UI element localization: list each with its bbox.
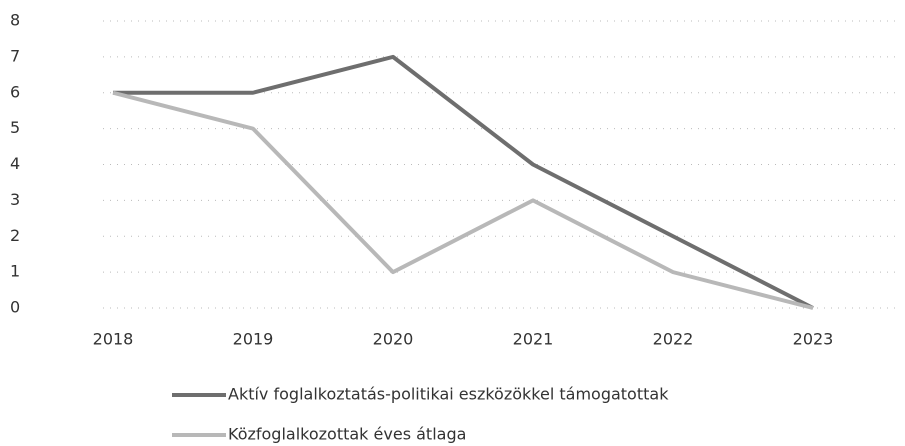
legend-label: Aktív foglalkoztatás-politikai eszközökk… bbox=[228, 385, 669, 404]
series-line bbox=[113, 54, 814, 310]
x-tick-label: 2020 bbox=[373, 330, 414, 349]
y-tick-label: 4 bbox=[10, 154, 20, 173]
y-tick-label: 3 bbox=[10, 190, 20, 209]
y-tick-label: 5 bbox=[10, 118, 20, 137]
y-tick-label: 8 bbox=[10, 11, 20, 30]
y-tick-label: 2 bbox=[10, 226, 20, 245]
y-tick-label: 6 bbox=[10, 82, 20, 101]
y-tick-label: 1 bbox=[10, 262, 20, 281]
legend-label: Közfoglalkozottak éves átlaga bbox=[228, 425, 466, 444]
x-tick-label: 2023 bbox=[793, 330, 834, 349]
x-tick-label: 2022 bbox=[653, 330, 694, 349]
y-tick-label: 0 bbox=[10, 298, 20, 317]
y-tick-label: 7 bbox=[10, 46, 20, 65]
x-tick-label: 2021 bbox=[513, 330, 554, 349]
series-line bbox=[112, 90, 814, 310]
x-tick-label: 2019 bbox=[233, 330, 274, 349]
x-tick-label: 2018 bbox=[93, 330, 134, 349]
